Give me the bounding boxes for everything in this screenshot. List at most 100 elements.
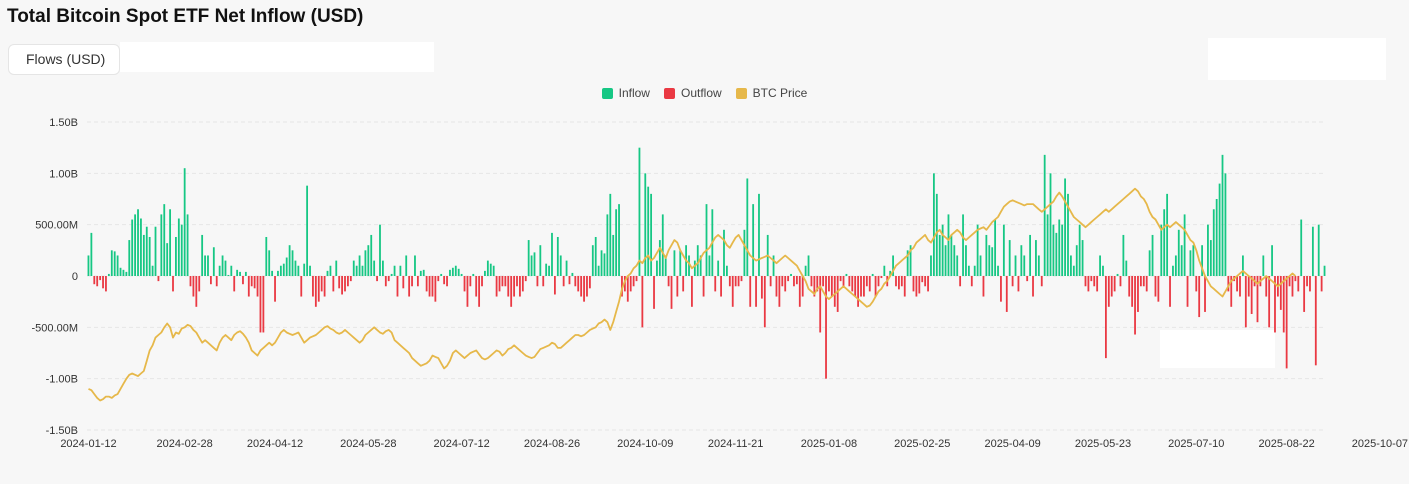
outflow-bar bbox=[877, 276, 880, 287]
outflow-bar bbox=[242, 276, 244, 285]
outflow-bar bbox=[848, 276, 851, 287]
inflow-bar bbox=[743, 229, 746, 276]
outflow-bar bbox=[900, 276, 903, 287]
outflow-bar bbox=[874, 276, 877, 297]
outflow-bar bbox=[880, 276, 883, 279]
outflow-bar bbox=[1244, 276, 1247, 328]
outflow-bar bbox=[583, 276, 585, 302]
y-tick-label: 1.50B bbox=[49, 117, 78, 129]
inflow-bar bbox=[606, 214, 609, 276]
outflow-bar bbox=[801, 276, 804, 297]
outflow-bar bbox=[1303, 276, 1306, 312]
inflow-bar bbox=[87, 255, 90, 276]
outflow-bar bbox=[510, 276, 513, 307]
outflow-bar bbox=[793, 276, 795, 287]
outflow-bar bbox=[728, 276, 731, 287]
inflow-bar bbox=[1075, 245, 1078, 276]
inflow-bar bbox=[207, 255, 209, 276]
inflow-bar bbox=[151, 265, 154, 276]
inflow-bar bbox=[239, 271, 241, 276]
outflow-bar bbox=[99, 276, 102, 281]
inflow-bar bbox=[137, 209, 139, 276]
inflow-bar bbox=[699, 255, 702, 276]
inflow-bar bbox=[460, 273, 463, 276]
inflow-bar bbox=[1218, 183, 1221, 276]
inflow-bar bbox=[591, 245, 594, 276]
inflow-bar bbox=[807, 255, 810, 276]
inflow-bar bbox=[603, 253, 606, 276]
outflow-bar bbox=[1309, 276, 1311, 292]
inflow-bar bbox=[988, 245, 991, 276]
inflow-bar bbox=[1317, 224, 1320, 276]
inflow-bar bbox=[116, 255, 119, 276]
outflow-bar bbox=[1113, 276, 1116, 292]
outflow-bar bbox=[1291, 276, 1294, 297]
outflow-bar bbox=[247, 276, 250, 297]
outflow-bar bbox=[621, 276, 623, 297]
outflow-bar bbox=[536, 276, 539, 287]
legend-item-btc-price[interactable]: BTC Price bbox=[735, 86, 807, 100]
inflow-bar bbox=[656, 260, 658, 276]
x-tick-label: 2024-08-26 bbox=[524, 438, 580, 450]
inflow-bar bbox=[962, 214, 964, 276]
inflow-bar bbox=[212, 247, 215, 276]
inflow-bar bbox=[486, 260, 489, 276]
inflow-bar bbox=[355, 265, 358, 276]
outflow-bar bbox=[431, 276, 434, 297]
outflow-bar bbox=[740, 276, 743, 282]
inflow-bar bbox=[1116, 273, 1119, 276]
inflow-bar bbox=[985, 234, 988, 276]
inflow-bar bbox=[930, 255, 932, 276]
outflow-bar bbox=[93, 276, 96, 285]
x-tick-label: 2025-07-10 bbox=[1168, 438, 1224, 450]
inflow-bar bbox=[726, 265, 728, 276]
outflow-bar bbox=[1294, 276, 1297, 282]
inflow-bar bbox=[131, 219, 134, 276]
outflow-bar bbox=[755, 276, 757, 307]
outflow-bar bbox=[387, 276, 390, 282]
inflow-bar bbox=[609, 193, 612, 276]
outflow-bar bbox=[466, 276, 469, 307]
inflow-bar bbox=[142, 234, 145, 276]
inflow-bar bbox=[658, 240, 661, 276]
outflow-bar bbox=[443, 276, 446, 285]
inflow-bar bbox=[950, 234, 953, 276]
legend-item-inflow[interactable]: Inflow bbox=[601, 86, 650, 100]
outflow-bar bbox=[577, 276, 580, 292]
inflow-bar bbox=[288, 245, 291, 276]
outflow-bar bbox=[629, 276, 632, 292]
outflow-bar bbox=[416, 276, 419, 287]
page-title: Total Bitcoin Spot ETF Net Inflow (USD) bbox=[7, 6, 364, 27]
inflow-bar bbox=[361, 265, 364, 276]
outflow-bar bbox=[300, 276, 303, 297]
inflow-bar bbox=[183, 168, 186, 276]
outflow-bar bbox=[982, 276, 985, 297]
outflow-bar bbox=[332, 276, 335, 292]
outflow-bar bbox=[959, 276, 962, 287]
outflow-bar bbox=[102, 276, 104, 289]
outflow-bar bbox=[437, 276, 440, 282]
outflow-bar bbox=[521, 276, 524, 292]
outflow-bar bbox=[1011, 276, 1014, 287]
outflow-bar bbox=[323, 276, 326, 297]
outflow-bar bbox=[498, 276, 501, 292]
outflow-bar bbox=[411, 276, 413, 287]
inflow-bar bbox=[571, 272, 574, 276]
inflow-bar bbox=[1177, 229, 1180, 276]
inflow-bar bbox=[1125, 260, 1128, 276]
outflow-bar bbox=[731, 276, 734, 307]
inflow-bar bbox=[1174, 255, 1177, 276]
legend-item-outflow[interactable]: Outflow bbox=[663, 86, 722, 100]
metric-select[interactable]: Flows (USD) bbox=[8, 44, 120, 75]
outflow-bar bbox=[519, 276, 521, 297]
outflow-bar bbox=[1279, 276, 1282, 310]
outflow-bar bbox=[769, 276, 772, 287]
outflow-bar bbox=[312, 276, 314, 297]
inflow-bar bbox=[1311, 226, 1314, 276]
outflow-bar bbox=[1274, 276, 1276, 333]
inflow-bar bbox=[752, 204, 755, 276]
outflow-bar bbox=[1157, 276, 1160, 302]
outflow-bar bbox=[172, 276, 174, 292]
y-tick-label: -500.00M bbox=[32, 322, 78, 334]
